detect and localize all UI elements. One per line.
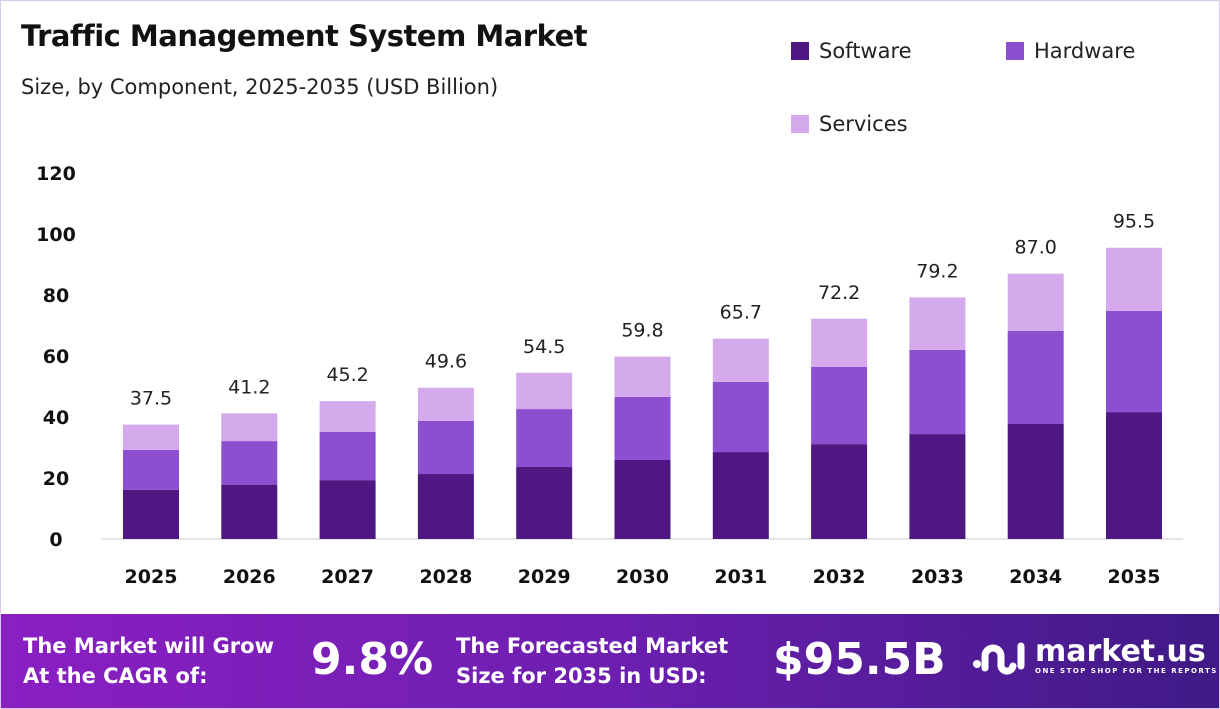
bar-hardware-2030 — [614, 396, 671, 461]
legend-software: Software — [791, 39, 912, 63]
y-tick-label: 120 — [36, 163, 76, 185]
cagr-label-line: The Market will Grow — [23, 634, 274, 658]
legend-services: Services — [791, 112, 908, 136]
bar-software-2027 — [319, 480, 376, 539]
total-label: 49.6 — [425, 351, 467, 373]
total-label: 41.2 — [228, 376, 270, 398]
x-tick-label: 2035 — [1108, 566, 1161, 588]
chart-title: Traffic Management System Market — [21, 19, 588, 53]
y-tick-label: 80 — [43, 285, 69, 307]
forecast-label-line: The Forecasted Market — [456, 634, 729, 658]
legend-swatch-services — [791, 115, 809, 133]
total-label: 45.2 — [326, 364, 368, 386]
x-tick-label: 2033 — [911, 566, 964, 588]
bar-hardware-2035 — [1106, 310, 1162, 413]
bar-hardware-2025 — [123, 449, 179, 490]
total-label: 95.5 — [1113, 211, 1155, 233]
legend-label: Hardware — [1034, 39, 1136, 63]
forecast-value: $95.5B — [773, 634, 946, 685]
chart-subtitle: Size, by Component, 2025-2035 (USD Billi… — [21, 75, 499, 99]
y-tick-label: 100 — [36, 224, 76, 246]
x-tick-label: 2030 — [616, 566, 669, 588]
total-label: 72.2 — [818, 282, 860, 304]
legend-swatch-hardware — [1006, 42, 1024, 60]
forecast-label: The Forecasted Market Size for 2035 in U… — [456, 631, 728, 691]
total-label: 54.5 — [523, 336, 565, 358]
bar-software-2030 — [614, 460, 671, 539]
bar-software-2035 — [1106, 412, 1162, 539]
x-tick-label: 2032 — [813, 566, 866, 588]
x-tick-label: 2029 — [518, 566, 571, 588]
total-label: 79.2 — [916, 260, 958, 282]
x-tick-label: 2031 — [714, 566, 767, 588]
total-label: 87.0 — [1015, 237, 1057, 259]
total-label: 65.7 — [720, 302, 762, 324]
bar-hardware-2028 — [417, 420, 474, 475]
legend-label: Software — [819, 39, 912, 63]
bar-software-2025 — [123, 489, 179, 539]
bar-hardware-2029 — [516, 409, 573, 468]
bar-hardware-2031 — [712, 381, 769, 453]
x-tick-label: 2025 — [125, 566, 178, 588]
y-tick-label: 60 — [43, 346, 69, 368]
total-label: 59.8 — [621, 320, 663, 342]
bar-services-2025 — [123, 424, 179, 450]
bar-services-2034 — [1007, 273, 1064, 331]
bar-chart: 0 20 40 60 80 100 120 37.5 2025 41.2 2026 45.2 2027 4… — [36, 163, 1183, 588]
bar-software-2029 — [516, 467, 573, 539]
bar-software-2026 — [221, 485, 278, 539]
bar-services-2032 — [811, 318, 868, 367]
bar-services-2035 — [1106, 247, 1162, 311]
bar-services-2030 — [614, 356, 671, 397]
legend-label: Services — [819, 112, 908, 136]
bar-services-2029 — [516, 372, 573, 410]
footer-banner: The Market will Grow At the CAGR of: 9.8… — [1, 614, 1219, 708]
legend-swatch-software — [791, 42, 809, 60]
x-tick-label: 2027 — [321, 566, 374, 588]
logo-icon — [973, 642, 1025, 675]
bar-hardware-2033 — [909, 349, 966, 435]
legend-hardware: Hardware — [1006, 39, 1135, 63]
market-us-logo: market.us ONE STOP SHOP FOR THE REPORTS — [971, 634, 1218, 678]
bar-services-2026 — [221, 413, 278, 442]
y-tick-label: 0 — [49, 529, 62, 551]
cagr-label-line: At the CAGR of: — [23, 664, 208, 688]
bar-hardware-2026 — [221, 441, 278, 486]
x-tick-label: 2028 — [419, 566, 472, 588]
bar-hardware-2027 — [319, 431, 376, 481]
cagr-label: The Market will Grow At the CAGR of: — [23, 631, 274, 691]
cagr-value: 9.8% — [311, 634, 434, 685]
bar-software-2033 — [909, 434, 966, 539]
logo-tagline: ONE STOP SHOP FOR THE REPORTS — [1035, 667, 1218, 675]
logo-text: market.us — [1035, 634, 1206, 669]
bar-services-2027 — [319, 401, 376, 432]
bar-services-2031 — [712, 338, 769, 382]
x-tick-label: 2034 — [1009, 566, 1062, 588]
forecast-label-line: Size for 2035 in USD: — [456, 664, 707, 688]
total-label: 37.5 — [130, 388, 172, 410]
y-tick-label: 20 — [43, 468, 69, 490]
bar-hardware-2034 — [1007, 330, 1064, 425]
bar-software-2032 — [811, 444, 868, 539]
bar-software-2031 — [712, 452, 769, 539]
y-tick-label: 40 — [43, 407, 69, 429]
bar-services-2033 — [909, 297, 966, 350]
bar-services-2028 — [417, 387, 474, 421]
bar-software-2028 — [417, 474, 474, 539]
bar-hardware-2032 — [811, 366, 868, 445]
bar-software-2034 — [1007, 424, 1064, 539]
x-tick-label: 2026 — [223, 566, 276, 588]
